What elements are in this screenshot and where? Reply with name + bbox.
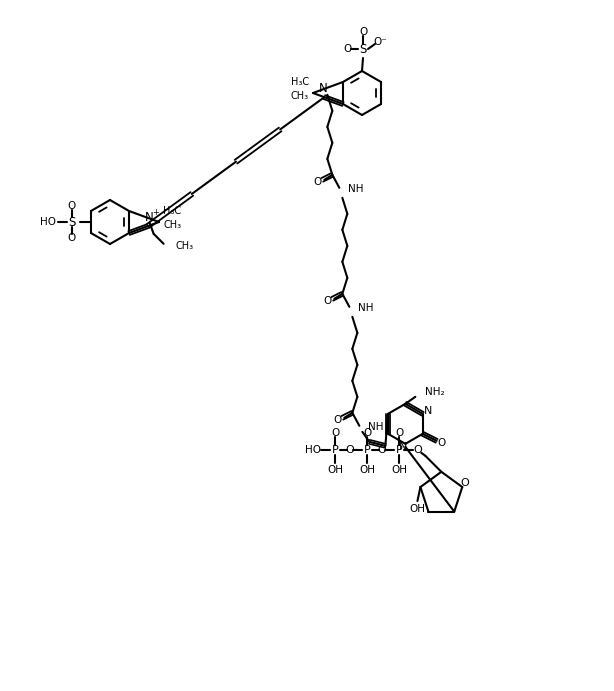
Text: O: O <box>68 233 76 243</box>
Text: O: O <box>377 445 386 455</box>
Text: O: O <box>460 478 468 488</box>
Text: O: O <box>438 438 446 448</box>
Text: N: N <box>146 211 154 225</box>
Text: O: O <box>331 428 340 438</box>
Text: O: O <box>345 445 354 455</box>
Text: O: O <box>313 177 322 187</box>
Text: O: O <box>359 27 367 37</box>
Text: P: P <box>396 445 403 455</box>
Text: O: O <box>363 428 371 438</box>
Text: CH₃: CH₃ <box>291 91 309 101</box>
Text: O: O <box>395 428 403 438</box>
Text: HO: HO <box>40 217 56 227</box>
Text: O: O <box>413 445 422 455</box>
Text: P: P <box>332 445 339 455</box>
Text: HO: HO <box>305 445 321 455</box>
Text: NH₂: NH₂ <box>426 387 445 397</box>
Text: CH₃: CH₃ <box>163 220 181 230</box>
Text: S: S <box>359 43 367 55</box>
Text: N: N <box>424 406 432 416</box>
Text: OH: OH <box>327 465 343 475</box>
Text: O: O <box>323 296 332 306</box>
Text: S: S <box>68 216 76 229</box>
Text: +: + <box>152 208 159 218</box>
Text: CH₃: CH₃ <box>176 241 194 251</box>
Text: O⁻: O⁻ <box>373 37 387 47</box>
Text: P: P <box>364 445 371 455</box>
Text: OH: OH <box>391 465 407 475</box>
Text: NH: NH <box>348 184 364 193</box>
Text: H₃C: H₃C <box>291 77 309 87</box>
Text: O: O <box>333 415 341 425</box>
Text: NH: NH <box>359 303 374 313</box>
Text: N: N <box>399 442 408 452</box>
Text: OH: OH <box>410 504 426 514</box>
Text: NH: NH <box>368 422 384 432</box>
Text: O: O <box>68 201 76 211</box>
Text: N: N <box>319 82 328 95</box>
Text: O: O <box>343 44 351 54</box>
Text: OH: OH <box>359 465 375 475</box>
Text: H₃C: H₃C <box>163 206 181 216</box>
